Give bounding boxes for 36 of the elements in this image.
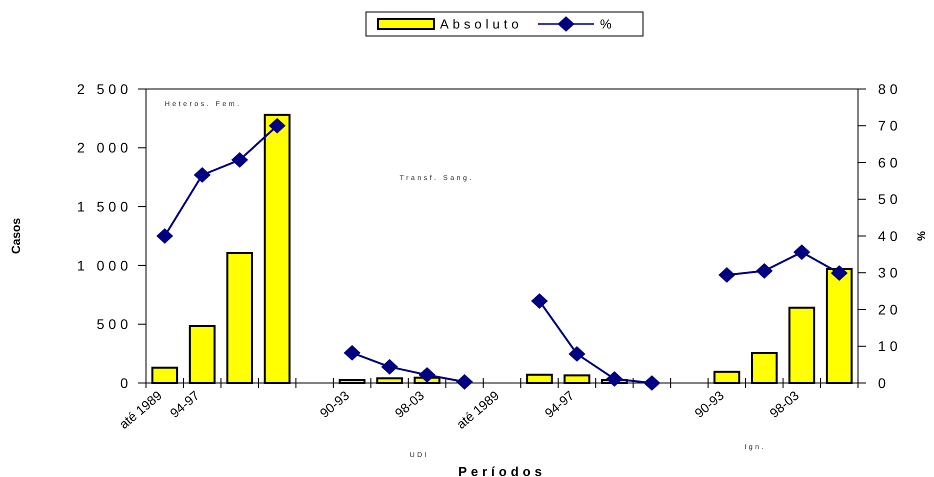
point [718, 267, 736, 283]
y2-axis-title: % [916, 230, 928, 241]
point [268, 118, 286, 134]
point [344, 345, 361, 361]
point [568, 346, 586, 362]
point [643, 375, 660, 391]
y-tick-label: 0 [120, 374, 132, 391]
x-axis-title: Períodos [458, 464, 546, 477]
point [418, 367, 436, 383]
y2-tick-label: 0 [878, 374, 890, 391]
point [381, 359, 398, 375]
point [456, 374, 473, 390]
legend-label: % [600, 16, 612, 32]
legend-label: Absoluto [440, 16, 523, 32]
point [830, 265, 848, 281]
y2-tick-label: 70 [878, 118, 902, 134]
y-tick-label: 1 000 [76, 257, 132, 274]
y2-tick-label: 40 [878, 228, 902, 244]
y2-tick-label: 20 [878, 301, 902, 318]
y2-tick-label: 80 [878, 80, 902, 97]
point [531, 293, 548, 309]
y-tick-label: 500 [96, 316, 132, 332]
point [231, 152, 248, 168]
y-tick-label: 2 000 [76, 140, 132, 156]
y2-tick-label: 10 [878, 338, 902, 354]
y2-tick-label: 30 [878, 264, 902, 281]
y-tick-label: 2 500 [76, 80, 132, 97]
y2-tick-label: 50 [878, 191, 902, 208]
y-axis-title: Casos [9, 218, 23, 254]
point [793, 244, 810, 260]
point [156, 228, 174, 244]
point [606, 371, 623, 387]
point [194, 167, 211, 183]
point [756, 263, 773, 279]
y-tick-label: 1 500 [76, 198, 132, 214]
y2-tick-label: 60 [878, 154, 902, 170]
